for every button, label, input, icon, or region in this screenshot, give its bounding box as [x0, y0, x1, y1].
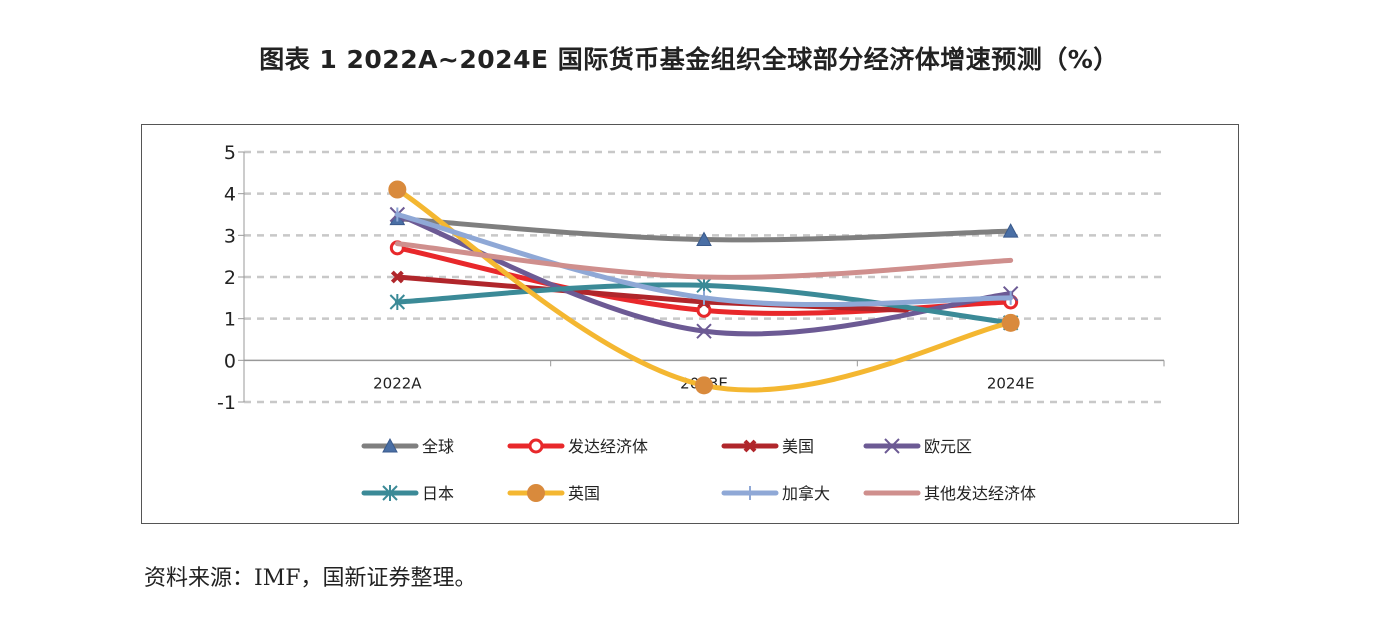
legend-item: 其他发达经济体	[863, 484, 1036, 503]
data-point	[390, 270, 404, 284]
data-point	[1002, 223, 1019, 238]
series-6	[388, 180, 1020, 395]
legend-label: 全球	[422, 437, 454, 456]
legend-label: 发达经济体	[568, 437, 648, 456]
legend-item: 日本	[361, 484, 454, 503]
data-point	[696, 231, 712, 246]
circle-marker	[528, 438, 544, 454]
x-tick-label: 2022A	[373, 374, 422, 392]
legend-label: 英国	[568, 484, 600, 503]
series-1	[389, 210, 1019, 246]
legend-item: 美国	[721, 437, 814, 456]
y-tick-label: 2	[224, 267, 236, 289]
data-point	[695, 376, 713, 395]
legend-item: 欧元区	[863, 437, 972, 456]
triangle-marker	[382, 437, 398, 453]
data-point	[388, 180, 407, 199]
legend-marker	[382, 437, 398, 453]
legend-marker	[743, 439, 757, 453]
x-marker	[884, 438, 900, 454]
y-tick-label: -1	[217, 392, 236, 414]
chart-frame: -10123452022A2023E2024E 全球发达经济体美国欧元区日本英国…	[141, 124, 1239, 524]
circle-marker	[695, 376, 713, 395]
series-7	[394, 207, 1014, 307]
source-note: 资料来源：IMF，国新证券整理。	[144, 566, 477, 591]
y-tick-label: 1	[224, 309, 236, 331]
series-layer	[388, 180, 1020, 395]
axes: -10123452022A2023E2024E	[217, 142, 1165, 414]
series-8	[394, 241, 1014, 280]
x-marker	[743, 439, 757, 453]
y-tick-label: 0	[224, 350, 236, 372]
y-tick-label: 3	[224, 225, 236, 247]
x-marker	[390, 270, 404, 284]
x-tick-label: 2024E	[987, 374, 1035, 392]
asterisk-marker	[382, 485, 398, 501]
circle-marker	[527, 484, 545, 502]
data-point	[389, 294, 406, 310]
legend-label: 日本	[422, 484, 454, 503]
data-point	[1001, 313, 1020, 332]
legend-marker	[527, 484, 545, 502]
series-line	[394, 241, 1014, 280]
legend-item: 加拿大	[721, 484, 830, 503]
legend-marker	[382, 485, 398, 501]
data-point	[696, 323, 712, 339]
legend-label: 加拿大	[782, 484, 830, 503]
y-tick-label: 5	[224, 142, 236, 164]
chart-title: 图表 1 2022A~2024E 国际货币基金组织全球部分经济体增速预测（%）	[259, 45, 1119, 74]
line-chart: -10123452022A2023E2024E 全球发达经济体美国欧元区日本英国…	[217, 142, 1165, 503]
legend-marker	[884, 438, 900, 454]
legend-item: 英国	[507, 484, 600, 503]
legend-marker	[528, 438, 544, 454]
legend-item: 发达经济体	[507, 437, 648, 456]
triangle-marker	[696, 231, 712, 246]
legend-label: 美国	[782, 437, 814, 456]
legend-label: 欧元区	[924, 437, 972, 456]
legend-label: 其他发达经济体	[924, 484, 1036, 503]
triangle-marker	[1002, 223, 1019, 238]
data-point	[696, 277, 712, 294]
circle-marker	[388, 180, 407, 199]
legend-item: 全球	[361, 437, 454, 456]
x-marker	[696, 323, 712, 339]
asterisk-marker	[696, 277, 712, 294]
y-tick-label: 4	[224, 184, 236, 206]
circle-marker	[1001, 313, 1020, 332]
asterisk-marker	[389, 294, 406, 310]
